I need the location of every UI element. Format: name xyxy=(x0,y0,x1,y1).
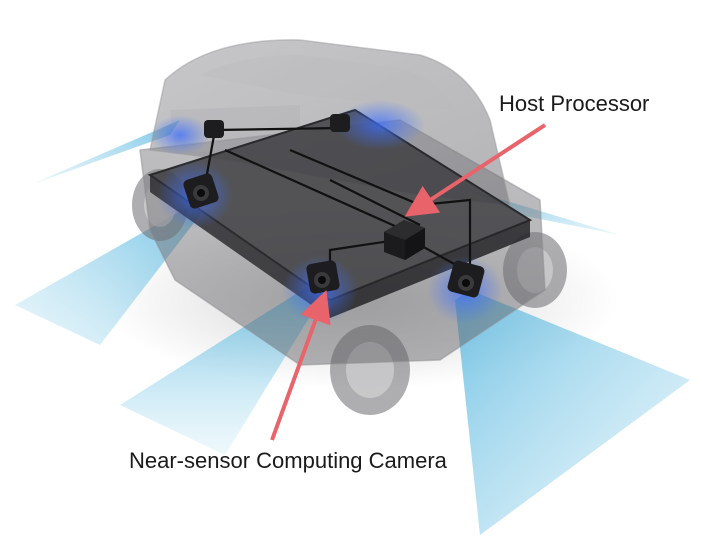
host-processor-arrow xyxy=(404,123,547,217)
near-sensor-camera-label: Near-sensor Computing Camera xyxy=(129,448,447,473)
host-processor-label: Host Processor xyxy=(499,91,650,116)
fov-beam-front-right xyxy=(455,290,690,535)
fov-beam-rear-left xyxy=(30,120,180,185)
camera-module-icon xyxy=(306,260,340,294)
camera-glow-rear-left xyxy=(150,115,210,155)
camera-arrow xyxy=(270,289,331,441)
camera-module-icon xyxy=(204,114,350,138)
vehicle-windshield xyxy=(200,55,455,110)
camera-glow-rear xyxy=(335,100,425,150)
camera-module-icon xyxy=(183,173,219,209)
camera-module-icon xyxy=(447,260,485,298)
chassis-board-side-right xyxy=(330,220,530,318)
processor-box-icon xyxy=(384,220,425,260)
